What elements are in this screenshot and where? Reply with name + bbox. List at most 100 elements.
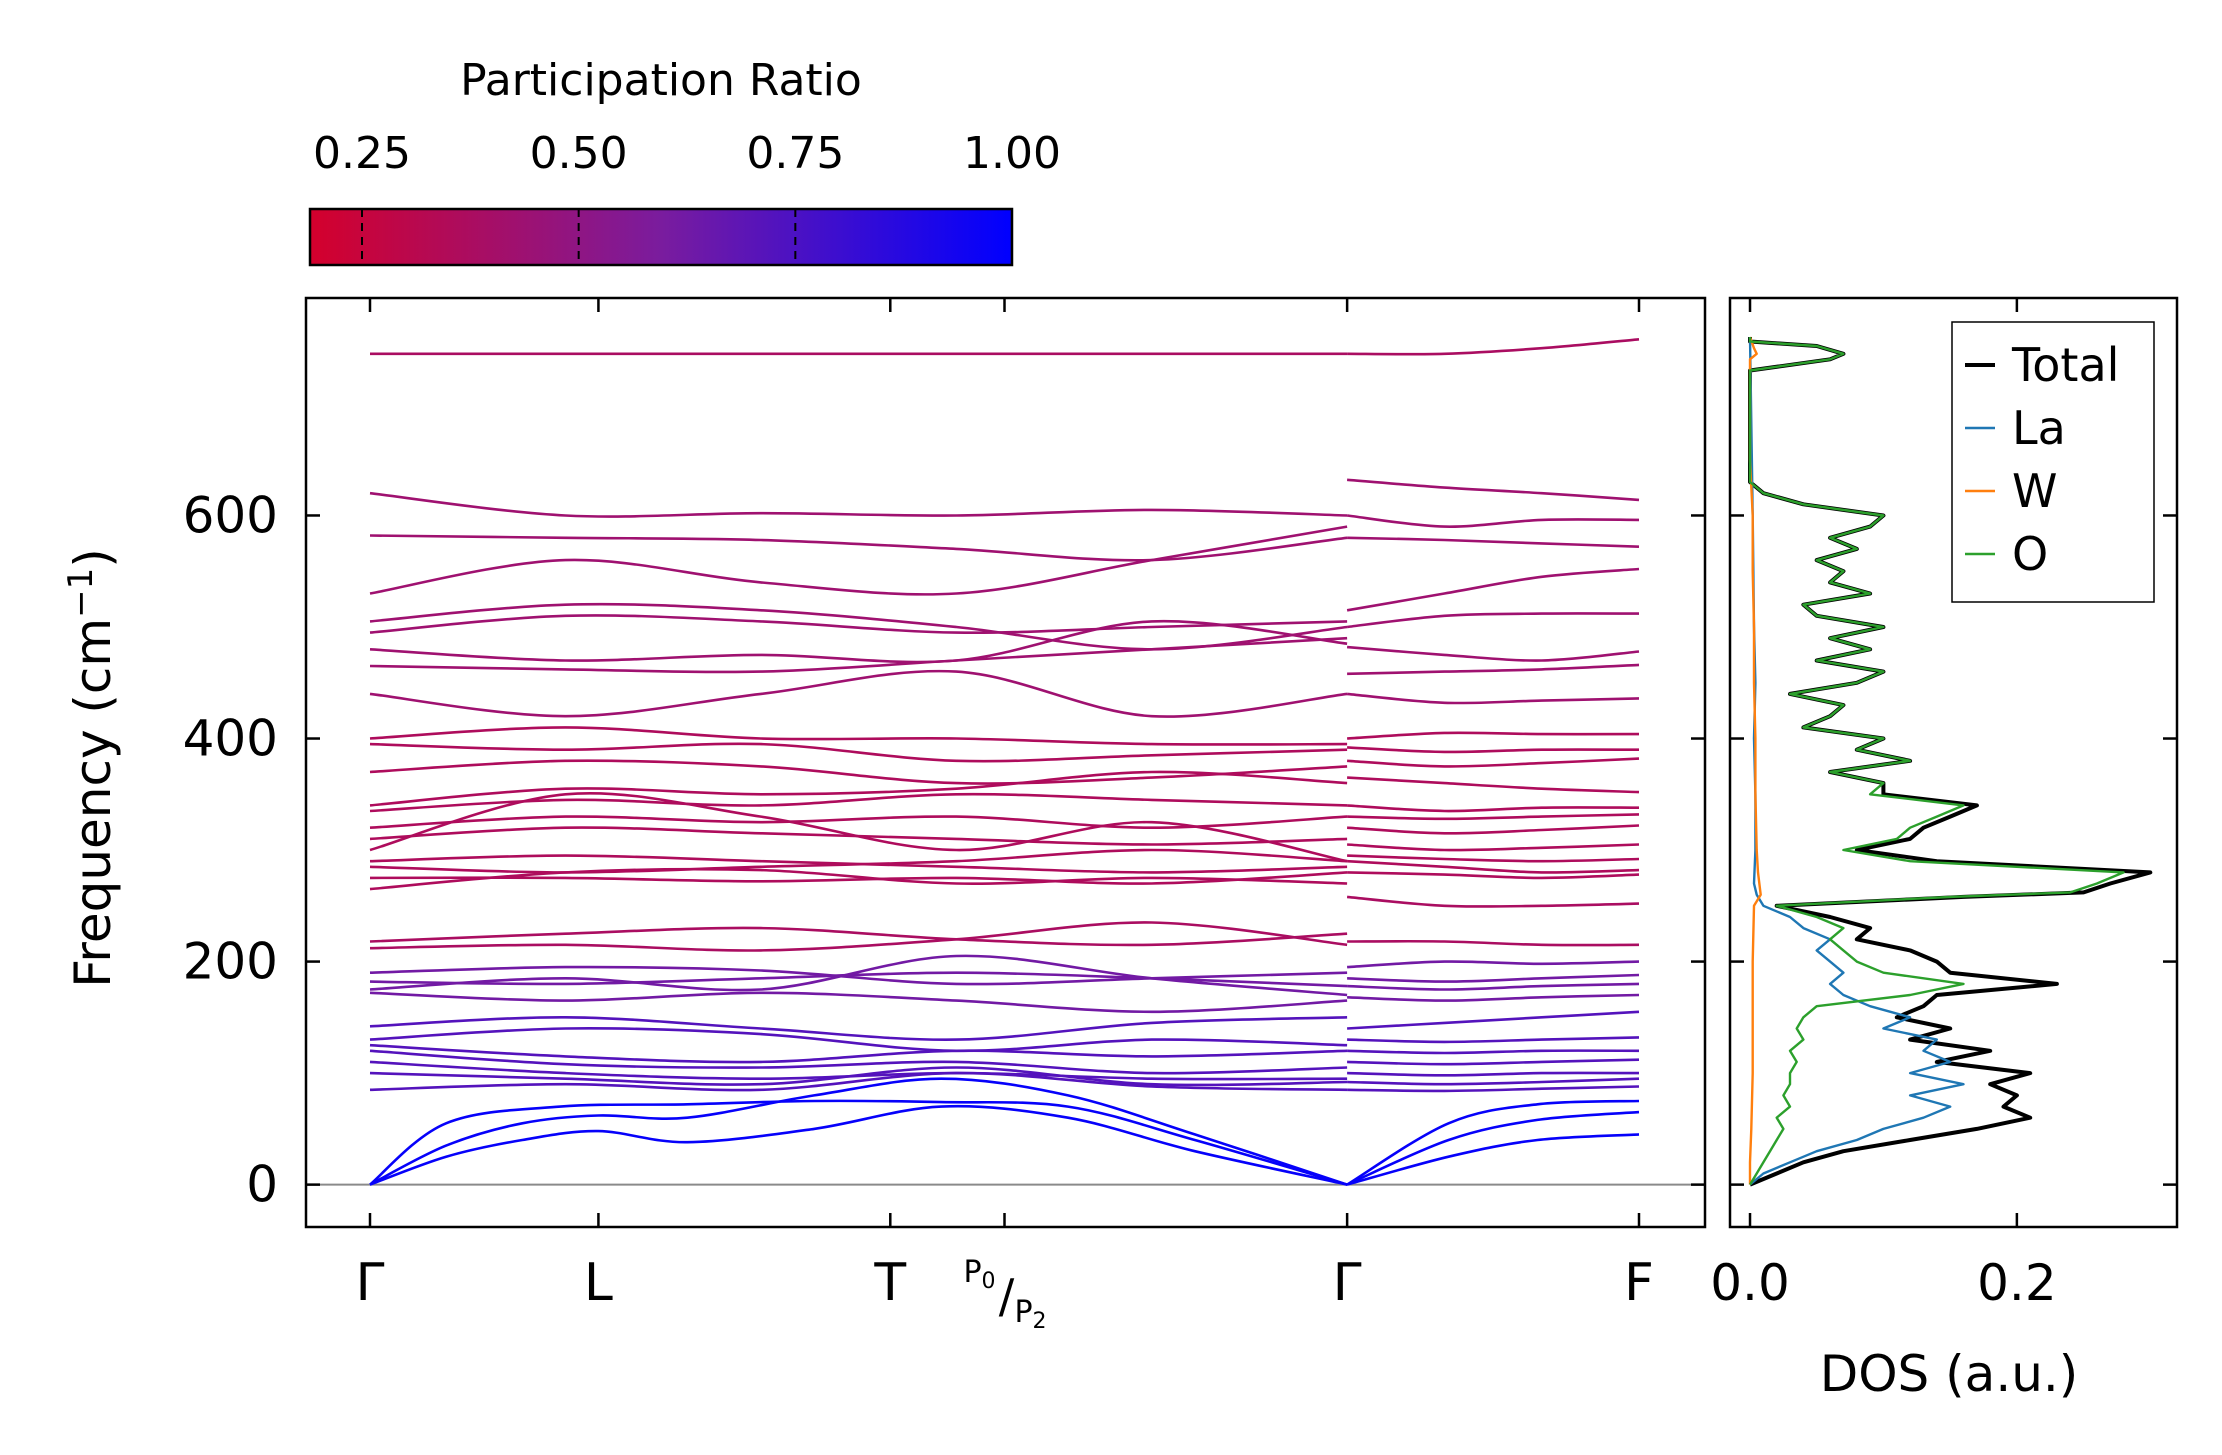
acoustic-1: [369, 1099, 1348, 1186]
colorbar-tick-label: 0.25: [313, 128, 411, 179]
x-tick-label-denominator: P2: [1014, 1295, 1046, 1334]
legend-label-w: W: [2012, 464, 2057, 518]
optical-branch: [1347, 1077, 1640, 1086]
optical-branch: [1347, 960, 1640, 969]
dos-curves: [1748, 336, 2153, 1187]
dos-y-ticks: [1730, 514, 2177, 1186]
x-tick-label: Γ: [1333, 1253, 1362, 1313]
optical-branch: [369, 965, 1348, 986]
optical-branch: [1347, 1058, 1640, 1066]
dos-x-tick-label: 0.0: [1710, 1254, 1790, 1312]
optical-branch: [369, 954, 1348, 997]
optical-branch: [1347, 993, 1640, 1002]
optical-branch: [369, 614, 1348, 635]
optical-branch: [369, 1071, 1348, 1092]
optical-branch: [369, 921, 1348, 952]
legend-label-la: La: [2012, 401, 2066, 455]
acoustic-2: [369, 1077, 1348, 1186]
colorbar: Participation Ratio 0.25 0.50 0.75 1.00: [308, 55, 1061, 267]
optical-branch: [1347, 843, 1640, 852]
optical-branch: [369, 1027, 1348, 1053]
colorbar-title: Participation Ratio: [460, 55, 862, 106]
optical-branch: [369, 1066, 1348, 1087]
optical-branch: [1347, 813, 1640, 821]
optical-branch: [1347, 859, 1640, 874]
optical-branch: [1347, 1071, 1640, 1077]
optical-branch: [369, 1015, 1348, 1041]
colorbar-tick-label: 1.00: [963, 128, 1061, 179]
optical-branch: [369, 1049, 1348, 1075]
optical-branch: [369, 791, 1348, 863]
optical-branch: [1347, 1010, 1640, 1030]
band-ylabel: Frequency (cm−1): [61, 548, 122, 988]
band-x-ticks: Γ L T P0/P2 Γ F: [356, 298, 1654, 1334]
optical-branch: [1347, 939, 1640, 947]
band-y-ticks: 0 200 400 600: [183, 486, 1705, 1214]
y-tick-label: 0: [246, 1156, 278, 1214]
optical-branch: [1346, 612, 1640, 629]
optical-branch: [1347, 1049, 1640, 1055]
optical-branch: [369, 770, 1348, 807]
optical-branch: [1347, 776, 1640, 794]
optical-branch: [369, 534, 1348, 562]
legend-label-total: Total: [2011, 338, 2119, 392]
x-tick-label-fraction: P0: [963, 1255, 995, 1294]
acoustic-3: [369, 1104, 1348, 1186]
optical-branch: [1347, 757, 1640, 768]
optical-branch: [1347, 854, 1640, 863]
optical-branch: [1346, 645, 1640, 662]
optical-branch: [1347, 663, 1640, 676]
dos-xlabel: DOS (a.u.): [1820, 1345, 2079, 1403]
optical-branch: [369, 991, 1348, 1014]
colorbar-tick-label: 0.50: [530, 128, 628, 179]
dos-x-tick-label: 0.2: [1977, 1254, 2057, 1312]
optical-branch: [369, 1043, 1348, 1064]
optical-branch: [1347, 536, 1640, 548]
x-tick-label: T: [873, 1253, 906, 1313]
optical-branch: [1346, 567, 1640, 612]
x-tick-label: L: [584, 1253, 613, 1313]
dos-axes-frame: [1728, 296, 2179, 1229]
dos-la-curve: [1748, 336, 1965, 1186]
optical-branch: [369, 619, 1348, 664]
dos-legend: Total La WO: [1951, 321, 2155, 603]
colorbar-tick-marks: [361, 209, 797, 265]
optical-branch: [369, 669, 1348, 718]
optical-branch: [1347, 982, 1640, 991]
optical-branch: [369, 871, 1348, 885]
optical-branch: [1346, 895, 1640, 908]
optical-branch: [369, 848, 1348, 874]
optical-branch: [369, 926, 1348, 947]
optical-branch: [1347, 338, 1640, 356]
optical-branch: [1347, 1085, 1640, 1093]
band-structure-panel: Frequency (cm−1) 0 200 400 600 Γ L T P0/P2 Γ F: [61, 296, 1707, 1334]
legend-label-o: O: [2012, 527, 2048, 581]
optical-branch: [1347, 804, 1640, 813]
x-tick-label: F: [1624, 1253, 1654, 1313]
y-tick-label: 400: [183, 710, 278, 768]
colorbar-gradient: [308, 207, 1014, 267]
y-tick-label: 600: [183, 486, 278, 544]
optical-branch: [369, 636, 1348, 674]
dos-panel: 0.0 0.2 DOS (a.u.) Total La WO: [1710, 296, 2179, 1403]
optical-branch: [369, 726, 1348, 746]
optical-branch: [1346, 478, 1640, 502]
optical-branch: [1347, 871, 1640, 880]
dos-x-ticks: 0.0 0.2: [1710, 298, 2057, 1312]
dos-o-curve: [1748, 337, 2125, 1186]
legend-frame: [1951, 321, 2155, 603]
x-tick-label-slash: /: [999, 1269, 1015, 1323]
optical-branch: [369, 491, 1348, 518]
optical-branch: [1347, 746, 1640, 754]
optical-branch: [369, 792, 1348, 813]
acoustic-6: [1346, 1099, 1640, 1186]
optical-branch: [369, 815, 1348, 830]
optical-branch: [369, 742, 1348, 763]
y-tick-label: 200: [183, 933, 278, 991]
optical-branch: [369, 759, 1348, 785]
colorbar-tick-labels: 0.25 0.50 0.75 1.00: [313, 128, 1061, 179]
optical-branch: [1346, 514, 1640, 528]
optical-branch: [1347, 824, 1640, 835]
optical-branch: [1346, 692, 1640, 705]
